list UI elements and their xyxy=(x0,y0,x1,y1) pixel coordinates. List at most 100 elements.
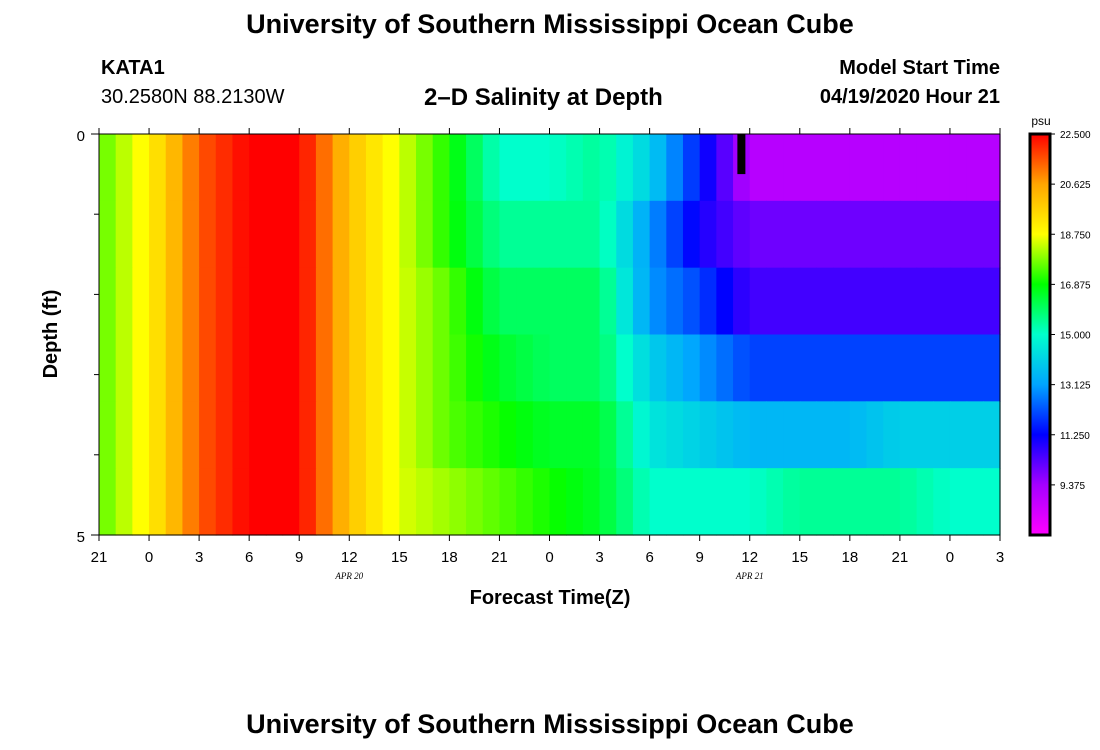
heatmap-cell xyxy=(849,334,868,402)
heatmap-cell xyxy=(115,468,133,536)
heatmap-cell xyxy=(766,200,784,269)
heatmap-cell xyxy=(265,401,284,469)
heatmap-cell xyxy=(199,267,217,336)
heatmap-cell xyxy=(899,134,918,202)
heatmap-cell xyxy=(299,401,317,469)
heatmap-cell xyxy=(716,200,734,269)
heatmap-cell xyxy=(749,468,768,536)
station-location: 30.2580N 88.2130W xyxy=(101,86,285,108)
x-tick-label: 6 xyxy=(645,549,653,566)
heatmap-cell xyxy=(232,134,250,202)
x-tick-label: 9 xyxy=(695,549,703,566)
heatmap-cell xyxy=(416,401,434,469)
heatmap-cell xyxy=(466,401,484,469)
heatmap-cell xyxy=(315,334,334,402)
heatmap-cell xyxy=(699,134,717,202)
heatmap-cell xyxy=(299,334,317,402)
heatmap-cell xyxy=(282,401,300,469)
heatmap-cell xyxy=(215,200,234,269)
heatmap-cell xyxy=(566,134,584,202)
heatmap-cell xyxy=(783,468,801,536)
heatmap-cell xyxy=(682,334,701,402)
heatmap-cell xyxy=(249,200,267,269)
heatmap-cell xyxy=(883,134,901,202)
heatmap-cell xyxy=(799,200,818,269)
heatmap-cell xyxy=(149,468,167,536)
heatmap-cell xyxy=(482,334,501,402)
heatmap-cell xyxy=(983,200,1001,269)
heatmap-cell xyxy=(516,267,534,336)
heatmap-cell xyxy=(632,267,651,336)
heatmap-cell xyxy=(149,401,167,469)
x-tick-label: 12 xyxy=(741,549,758,566)
heatmap-cell xyxy=(199,334,217,402)
heatmap-cell xyxy=(215,468,234,536)
heatmap-cell xyxy=(399,401,417,469)
heatmap-cell xyxy=(549,468,567,536)
heatmap-cell xyxy=(332,134,350,202)
heatmap-cell xyxy=(883,401,901,469)
heatmap-cell xyxy=(849,468,868,536)
heatmap-cell xyxy=(816,134,834,202)
heatmap-cell xyxy=(165,468,184,536)
colorbar: psu 22.500 20.625 18.750 16.875 15.000 13.125… xyxy=(1028,114,1091,537)
heatmap-cell xyxy=(232,200,250,269)
heatmap-cell xyxy=(115,267,133,336)
heatmap-cell xyxy=(816,200,834,269)
heatmap-cell xyxy=(399,334,417,402)
heatmap-cell xyxy=(949,401,968,469)
heatmap-cell xyxy=(682,200,701,269)
heatmap-cell xyxy=(833,200,851,269)
heatmap-cell xyxy=(783,134,801,202)
heatmap-cell xyxy=(532,334,551,402)
heatmap-cell xyxy=(966,468,984,536)
heatmap-cell xyxy=(182,267,200,336)
heatmap-cell xyxy=(482,468,501,536)
heatmap-row-layer-2 xyxy=(99,267,1001,336)
heatmap-row-layer-4 xyxy=(99,401,1001,469)
heatmap-cell xyxy=(232,401,250,469)
heatmap-cell xyxy=(165,334,184,402)
heatmap-cell xyxy=(566,200,584,269)
heatmap-cell xyxy=(916,468,934,536)
heatmap-cell xyxy=(516,200,534,269)
heatmap-cell xyxy=(332,267,350,336)
heatmap-cell xyxy=(165,200,184,269)
heatmap-cell xyxy=(566,267,584,336)
colorbar-unit: psu xyxy=(1031,114,1050,128)
heatmap-cell xyxy=(849,134,868,202)
heatmap-cell xyxy=(632,334,651,402)
chart-title: 2–D Salinity at Depth xyxy=(424,84,663,111)
heatmap-cell xyxy=(899,334,918,402)
heatmap-cell xyxy=(599,267,617,336)
heatmap-cell xyxy=(482,267,501,336)
heatmap-cell xyxy=(799,134,818,202)
heatmap-cell xyxy=(449,334,467,402)
heatmap-cell xyxy=(883,267,901,336)
heatmap-cell xyxy=(966,134,984,202)
heatmap-cell xyxy=(516,334,534,402)
heatmap-cell xyxy=(399,267,417,336)
heatmap-cell xyxy=(783,334,801,402)
heatmap-cell xyxy=(466,200,484,269)
heatmap-cell xyxy=(949,200,968,269)
heatmap-cell xyxy=(115,200,133,269)
x-date-label: APR 21 xyxy=(735,571,764,581)
heatmap-cell xyxy=(299,267,317,336)
heatmap-cell xyxy=(733,200,751,269)
heatmap-cell xyxy=(899,200,918,269)
heatmap-cell xyxy=(816,267,834,336)
heatmap-cell xyxy=(532,401,551,469)
model-start-label: Model Start Time xyxy=(839,57,1000,79)
x-tick-label: 0 xyxy=(145,549,153,566)
heatmap-cell xyxy=(149,200,167,269)
heatmap-cell xyxy=(699,334,717,402)
heatmap-cell xyxy=(182,334,200,402)
heatmap-cell xyxy=(99,267,117,336)
heatmap-cell xyxy=(315,267,334,336)
heatmap-cell xyxy=(582,334,601,402)
heatmap-cell xyxy=(766,334,784,402)
heatmap-cell xyxy=(933,267,951,336)
heatmap-cell xyxy=(682,134,701,202)
heatmap-cell xyxy=(899,267,918,336)
